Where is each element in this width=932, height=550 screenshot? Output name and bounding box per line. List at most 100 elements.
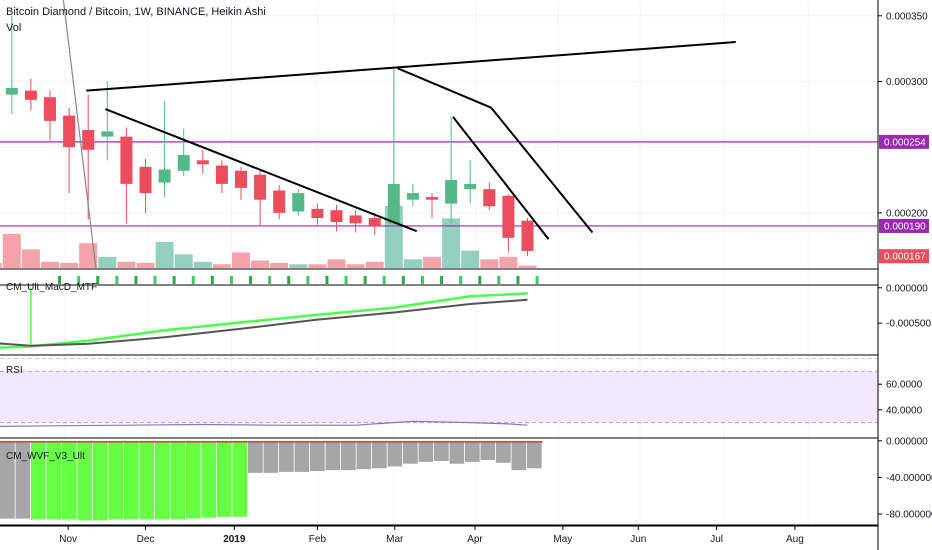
macd-series-line — [0, 292, 528, 349]
candle-body — [387, 183, 400, 224]
wvf-tick-label: -80.000000 — [886, 510, 932, 521]
signal-marker — [535, 276, 539, 284]
volume-bar — [60, 263, 79, 268]
signal-marker — [153, 276, 157, 284]
time-axis[interactable]: Nov Dec 2019 Feb Mar Apr May Jun Jul Aug — [0, 525, 878, 545]
price-badge — [879, 249, 929, 264]
wvf-bar — [124, 440, 139, 520]
time-tick-label: Jul — [710, 534, 723, 545]
wvf-bar — [201, 440, 217, 518]
macd-pane[interactable] — [0, 287, 528, 349]
wvf-bar — [310, 440, 325, 472]
wvf-bar — [248, 440, 263, 473]
macd-tick-label: -0.000500 — [886, 319, 931, 330]
time-tick-label: Mar — [386, 534, 404, 545]
rsi-pane[interactable] — [0, 358, 878, 428]
volume-label: Vol — [6, 22, 22, 34]
signal-marker — [96, 276, 100, 284]
signal-marker — [287, 276, 291, 284]
wvf-bar — [356, 440, 372, 470]
wvf-bar — [449, 440, 465, 464]
drawing-line — [62, 0, 97, 269]
volume-bar — [308, 264, 327, 268]
wvf-bar — [403, 440, 418, 464]
time-tick-label: Nov — [59, 534, 77, 545]
candle-body — [254, 174, 267, 200]
wvf-bar — [496, 440, 511, 463]
candle-body — [63, 115, 76, 148]
signal-marker — [134, 276, 138, 284]
volume-bar — [270, 263, 289, 268]
wvf-bar — [294, 440, 310, 472]
candle-body — [311, 208, 324, 219]
time-tick-label: Apr — [467, 534, 483, 545]
wvf-bar — [232, 440, 248, 517]
candle-body — [215, 165, 228, 184]
wvf-bar — [108, 440, 124, 520]
candle-body — [120, 136, 133, 184]
price-badge-label: 0.000167 — [884, 252, 926, 263]
volume-bar — [403, 259, 422, 268]
trend-line — [86, 41, 736, 92]
macd-pane-label: CM_Ult_MacD_MTF — [6, 282, 98, 293]
signal-marker — [249, 276, 253, 284]
volume-bar — [232, 252, 250, 268]
wvf-bar — [372, 440, 387, 469]
wvf-bar — [93, 440, 108, 521]
time-tick-label: Dec — [137, 534, 155, 545]
volume-bar — [518, 265, 537, 268]
volume-bar — [442, 218, 461, 268]
signal-marker — [229, 276, 233, 284]
volume-bar — [461, 250, 480, 268]
wvf-bar — [15, 440, 31, 519]
signal-marker — [191, 276, 195, 284]
wvf-bar — [418, 440, 434, 462]
volume-bar — [41, 261, 59, 268]
signal-marker — [115, 276, 119, 284]
candle-body — [292, 193, 305, 212]
price-tick-label: 0.000300 — [886, 77, 928, 88]
candle-body — [82, 130, 95, 150]
volume-bar — [423, 256, 441, 268]
signal-marker — [210, 276, 214, 284]
price-axis[interactable]: 0.000350 0.000300 0.000200 0.000254 0.000190… — [877, 0, 932, 550]
time-tick-label: Feb — [309, 534, 327, 545]
signal-marker — [478, 276, 482, 284]
wvf-bar — [527, 440, 542, 469]
wvf-bar — [77, 440, 93, 521]
rsi-line — [0, 420, 528, 428]
candle-body — [330, 210, 343, 223]
candle-body — [445, 179, 458, 204]
volume-bar — [98, 256, 117, 268]
signal-marker — [77, 276, 81, 284]
candle-body — [44, 97, 56, 121]
wvf-pane-label: CM_WVF_V3_Ult — [6, 451, 85, 462]
wvf-bar — [325, 440, 341, 471]
volume-bar — [480, 259, 499, 268]
time-tick-label: Aug — [786, 534, 804, 545]
wvf-bar — [511, 440, 527, 471]
wvf-bar — [263, 440, 279, 473]
signal-marker — [440, 276, 444, 284]
candle-body — [502, 195, 515, 238]
signal-marker — [382, 276, 386, 284]
candle-body — [235, 170, 247, 188]
wvf-bar — [186, 440, 201, 519]
wvf-bar — [155, 440, 170, 520]
candle-body — [158, 169, 171, 183]
volume-bar — [365, 261, 384, 268]
wvf-pane[interactable] — [0, 440, 543, 521]
candle-body — [464, 183, 477, 190]
wvf-bar — [217, 440, 232, 517]
trend-line — [490, 107, 594, 234]
volume-bar — [289, 264, 308, 268]
rsi-tick-label: 40.0000 — [886, 405, 923, 416]
wvf-bar — [279, 440, 294, 472]
wvf-bar — [62, 440, 77, 520]
volume-bar — [0, 263, 2, 268]
volume-bar — [155, 241, 174, 268]
price-axis-background — [878, 0, 932, 550]
signal-marker — [268, 276, 272, 284]
price-pane[interactable] — [0, 0, 878, 284]
volume-bar — [136, 263, 155, 268]
